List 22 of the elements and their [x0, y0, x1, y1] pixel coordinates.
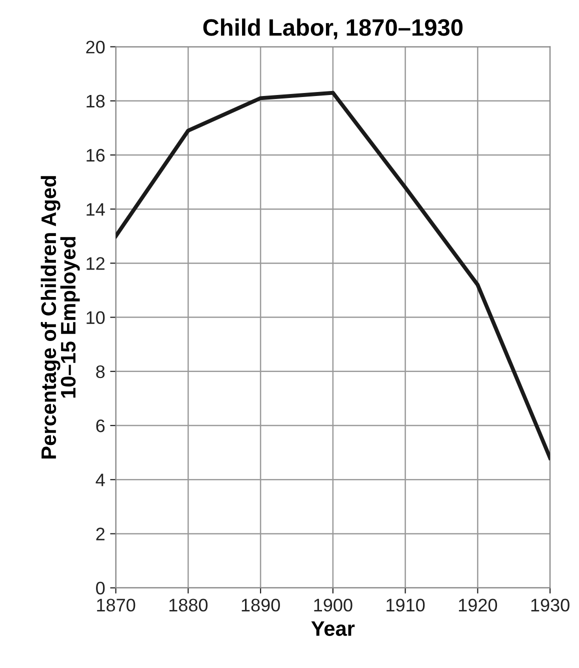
x-axis-title: Year [311, 621, 355, 636]
y-tick-label: 8 [96, 365, 105, 378]
y-tick-label: 6 [96, 419, 105, 432]
x-tick-label: 1880 [169, 598, 208, 612]
x-tick-label: 1890 [242, 598, 280, 612]
y-tick-label: 2 [96, 528, 104, 540]
y-tick-label: 4 [96, 474, 105, 486]
x-tick-label: 1910 [386, 598, 425, 612]
x-tick-label: 1900 [314, 598, 352, 612]
y-tick-label: 14 [86, 203, 105, 216]
chart-title: Child Labor, 1870–1930 [203, 18, 463, 40]
y-axis-title: Percentage of Children Aged 10–15 Employed [40, 176, 80, 458]
y-tick-label: 20 [86, 40, 105, 54]
y-tick-label: 16 [86, 148, 105, 162]
y-tick-label: 0 [96, 582, 105, 595]
y-tick-label: 10 [86, 311, 105, 324]
y-tick-label: 18 [86, 94, 105, 108]
x-tick-label: 1920 [458, 598, 498, 612]
x-tick-label: 1870 [97, 598, 136, 612]
x-tick-label: 1930 [531, 598, 570, 612]
y-tick-label: 12 [86, 257, 104, 270]
line-series [116, 90, 550, 460]
